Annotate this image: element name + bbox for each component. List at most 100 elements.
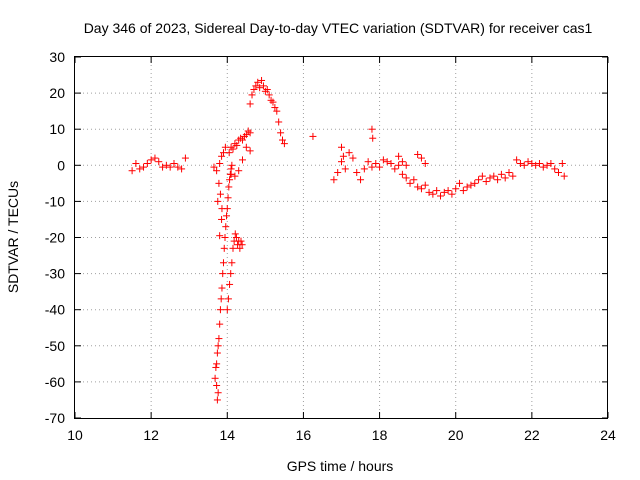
y-axis-label: SDTVAR / TECUs bbox=[5, 181, 21, 293]
data-point bbox=[402, 174, 410, 182]
data-point bbox=[406, 179, 414, 187]
x-tick-label: 14 bbox=[219, 427, 235, 443]
data-point bbox=[391, 165, 399, 173]
data-point bbox=[539, 163, 547, 171]
y-tick-label: -20 bbox=[45, 230, 65, 246]
data-point bbox=[237, 237, 245, 245]
data-point bbox=[132, 159, 140, 167]
grid-lines bbox=[75, 57, 608, 418]
data-point bbox=[269, 98, 277, 106]
data-point bbox=[143, 159, 151, 167]
data-point bbox=[228, 161, 236, 169]
data-point bbox=[471, 179, 479, 187]
data-point bbox=[213, 167, 221, 175]
data-point bbox=[478, 172, 486, 180]
data-point bbox=[140, 163, 148, 171]
data-point bbox=[231, 230, 239, 238]
data-point bbox=[452, 185, 460, 193]
data-point bbox=[528, 159, 536, 167]
x-tick-label: 22 bbox=[524, 427, 540, 443]
data-point bbox=[174, 163, 182, 171]
data-point bbox=[225, 149, 233, 157]
axis-ticks bbox=[74, 56, 609, 419]
data-point bbox=[341, 165, 349, 173]
data-point bbox=[239, 136, 247, 144]
x-tick-label: 16 bbox=[296, 427, 312, 443]
data-point bbox=[227, 270, 235, 278]
data-point bbox=[482, 178, 490, 186]
data-point bbox=[162, 161, 170, 169]
data-point bbox=[225, 183, 233, 191]
data-point bbox=[218, 284, 226, 292]
data-point bbox=[218, 215, 226, 223]
data-point bbox=[402, 161, 410, 169]
data-point bbox=[227, 170, 235, 178]
data-point bbox=[421, 159, 429, 167]
x-tick-label: 24 bbox=[600, 427, 616, 443]
data-point bbox=[369, 134, 377, 142]
data-point bbox=[414, 183, 422, 191]
data-point bbox=[338, 143, 345, 151]
data-point bbox=[494, 176, 502, 184]
data-point bbox=[216, 232, 224, 240]
data-point bbox=[223, 306, 231, 314]
data-point bbox=[227, 143, 235, 151]
y-tick-label: -10 bbox=[45, 193, 65, 209]
y-tick-label: 30 bbox=[49, 49, 65, 65]
data-point bbox=[456, 179, 464, 187]
data-point bbox=[222, 223, 230, 231]
data-point bbox=[309, 132, 317, 140]
data-point bbox=[334, 169, 342, 177]
data-point bbox=[433, 187, 441, 195]
chart-title: Day 346 of 2023, Sidereal Day-to-day VTE… bbox=[84, 20, 593, 36]
data-point bbox=[398, 170, 406, 178]
data-point bbox=[256, 84, 264, 92]
y-tick-label: 0 bbox=[57, 157, 65, 173]
data-point bbox=[551, 165, 559, 173]
data-point bbox=[372, 159, 380, 167]
data-point bbox=[459, 187, 467, 195]
data-point bbox=[219, 270, 227, 278]
data-point bbox=[226, 280, 234, 288]
data-point bbox=[261, 87, 269, 95]
data-point bbox=[224, 194, 232, 202]
data-point bbox=[211, 374, 219, 382]
data-point bbox=[387, 159, 395, 167]
data-point bbox=[155, 158, 163, 166]
data-point bbox=[395, 152, 403, 160]
data-point bbox=[259, 82, 267, 90]
data-point bbox=[339, 152, 347, 160]
data-point bbox=[224, 295, 232, 303]
data-point bbox=[535, 159, 543, 167]
data-point bbox=[271, 104, 279, 112]
data-point bbox=[267, 96, 275, 104]
data-point bbox=[265, 91, 273, 99]
data-point bbox=[242, 143, 250, 151]
data-point bbox=[414, 150, 422, 158]
data-point bbox=[532, 161, 540, 169]
data-point bbox=[147, 156, 155, 164]
data-point bbox=[547, 159, 555, 167]
data-point bbox=[218, 205, 226, 213]
data-point bbox=[275, 118, 283, 126]
data-point bbox=[505, 169, 513, 177]
data-point bbox=[229, 244, 237, 252]
data-point bbox=[244, 127, 252, 135]
y-tick-label: 10 bbox=[49, 121, 65, 137]
data-point bbox=[214, 342, 222, 350]
y-tick-label: -50 bbox=[45, 338, 65, 354]
data-point bbox=[212, 363, 220, 371]
data-point bbox=[236, 244, 244, 252]
data-point bbox=[395, 161, 403, 169]
data-point bbox=[159, 163, 167, 171]
data-point bbox=[345, 149, 353, 157]
y-tick-label: -30 bbox=[45, 266, 65, 282]
data-point bbox=[463, 183, 471, 191]
data-point bbox=[258, 76, 266, 84]
data-point bbox=[364, 158, 372, 166]
data-point bbox=[232, 234, 240, 241]
data-point bbox=[242, 131, 250, 139]
data-point bbox=[233, 141, 241, 149]
data-point bbox=[429, 190, 437, 198]
